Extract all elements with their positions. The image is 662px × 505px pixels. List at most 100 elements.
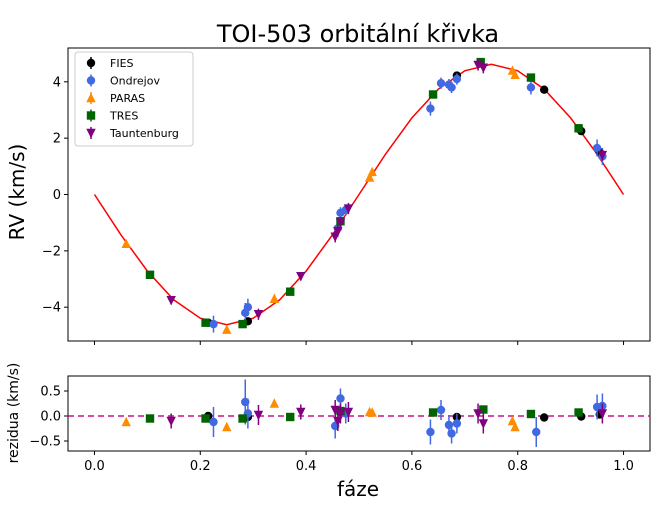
x-tick-label: 0.2 <box>190 459 211 474</box>
series-ondrejov <box>209 379 607 447</box>
model-curve <box>93 63 625 326</box>
data-point <box>253 310 264 320</box>
data-point <box>526 83 536 92</box>
legend-marker <box>86 92 96 103</box>
data-point <box>436 79 446 88</box>
data-point <box>269 293 280 303</box>
data-point <box>539 85 549 94</box>
x-axis-label: fáze <box>337 477 379 501</box>
data-point <box>201 414 210 423</box>
legend-box <box>74 51 194 147</box>
data-point <box>335 218 346 228</box>
data-point <box>121 238 131 249</box>
legend-label: TRES <box>109 110 138 123</box>
data-point <box>592 143 602 153</box>
resid-plot-area <box>68 379 650 447</box>
x-tick-label: 0.4 <box>296 459 317 474</box>
main-y-tick-label: 2 <box>53 132 61 147</box>
main-y-axis-label: RV (km/s) <box>5 144 29 241</box>
x-tick-label: 0.8 <box>507 459 528 474</box>
legend-label: Ondrejov <box>110 75 160 88</box>
x-tick-label: 0.0 <box>84 459 105 474</box>
main-plot-area <box>93 57 625 334</box>
data-point <box>253 410 264 421</box>
data-point <box>447 429 456 438</box>
data-point <box>296 407 306 418</box>
data-point <box>574 124 583 133</box>
data-point <box>222 324 232 334</box>
main-plot: −4 −2 0 2 4 <box>42 47 651 345</box>
data-point <box>478 419 489 429</box>
data-point <box>574 408 583 417</box>
data-point <box>532 427 541 437</box>
data-point <box>296 272 306 282</box>
data-point <box>473 60 483 71</box>
legend-marker <box>86 111 96 120</box>
data-point <box>597 150 608 161</box>
series-fies <box>204 71 604 327</box>
data-point <box>336 394 345 403</box>
data-point <box>436 405 446 415</box>
data-point <box>478 63 489 73</box>
main-y-tick-label: 4 <box>53 75 61 90</box>
legend-marker <box>86 76 96 85</box>
data-point <box>201 318 210 327</box>
data-point <box>269 398 280 408</box>
data-point <box>526 409 536 419</box>
data-point <box>333 226 343 237</box>
data-point <box>209 417 218 427</box>
data-point <box>145 270 155 279</box>
residual-plot: 0.0 0.2 0.4 0.6 0.8 1.0 −0.5 0.0 0.5 <box>29 375 651 474</box>
data-point <box>335 409 346 419</box>
chart-title: TOI-503 orbitální křivka <box>216 20 499 48</box>
data-point <box>222 421 232 432</box>
data-point <box>330 405 340 416</box>
legend-marker <box>86 128 96 139</box>
data-point <box>243 302 253 312</box>
data-point <box>426 427 435 437</box>
data-point <box>452 419 462 428</box>
data-point <box>479 405 488 414</box>
series-paras <box>121 398 520 432</box>
series-tauntenburg <box>166 400 608 434</box>
data-point <box>452 74 462 84</box>
main-y-tick-label: 0 <box>53 188 61 203</box>
x-tick-label: 0.6 <box>402 459 423 474</box>
data-point <box>286 287 295 296</box>
resid-y-tick-label: 0.0 <box>40 410 61 425</box>
data-point <box>447 83 456 92</box>
legend-marker <box>86 58 96 68</box>
data-point <box>510 421 520 432</box>
data-point <box>286 412 295 422</box>
data-point <box>364 172 375 182</box>
data-point <box>343 407 354 418</box>
series-tres <box>145 57 583 329</box>
legend-label: FIES <box>110 57 134 70</box>
data-point <box>526 73 536 82</box>
legend-label: Tauntenburg <box>109 127 179 140</box>
resid-y-tick-label: −0.5 <box>29 435 61 450</box>
data-point <box>209 319 218 329</box>
series-tauntenburg <box>166 59 608 320</box>
data-point <box>343 204 354 214</box>
legend: FIES Ondrejov PARAS TRES Tauntenburg <box>74 51 194 147</box>
data-point <box>473 409 483 419</box>
data-point <box>166 295 176 306</box>
data-point <box>367 166 377 177</box>
main-y-tick-label: −4 <box>42 301 61 316</box>
residual-axes-frame <box>67 375 651 452</box>
data-point <box>428 90 438 99</box>
data-point <box>597 409 608 419</box>
residual-y-axis-label: rezidua (km/s) <box>6 363 22 464</box>
series-tres <box>145 405 583 423</box>
data-point <box>238 414 247 423</box>
data-point <box>367 407 377 417</box>
data-point <box>238 319 247 329</box>
data-point <box>510 69 520 79</box>
data-point <box>121 416 131 427</box>
data-point <box>539 413 549 422</box>
series-ondrejov <box>209 73 607 333</box>
resid-y-tick-label: 0.5 <box>40 385 61 400</box>
main-y-tick-label: −2 <box>42 244 61 259</box>
